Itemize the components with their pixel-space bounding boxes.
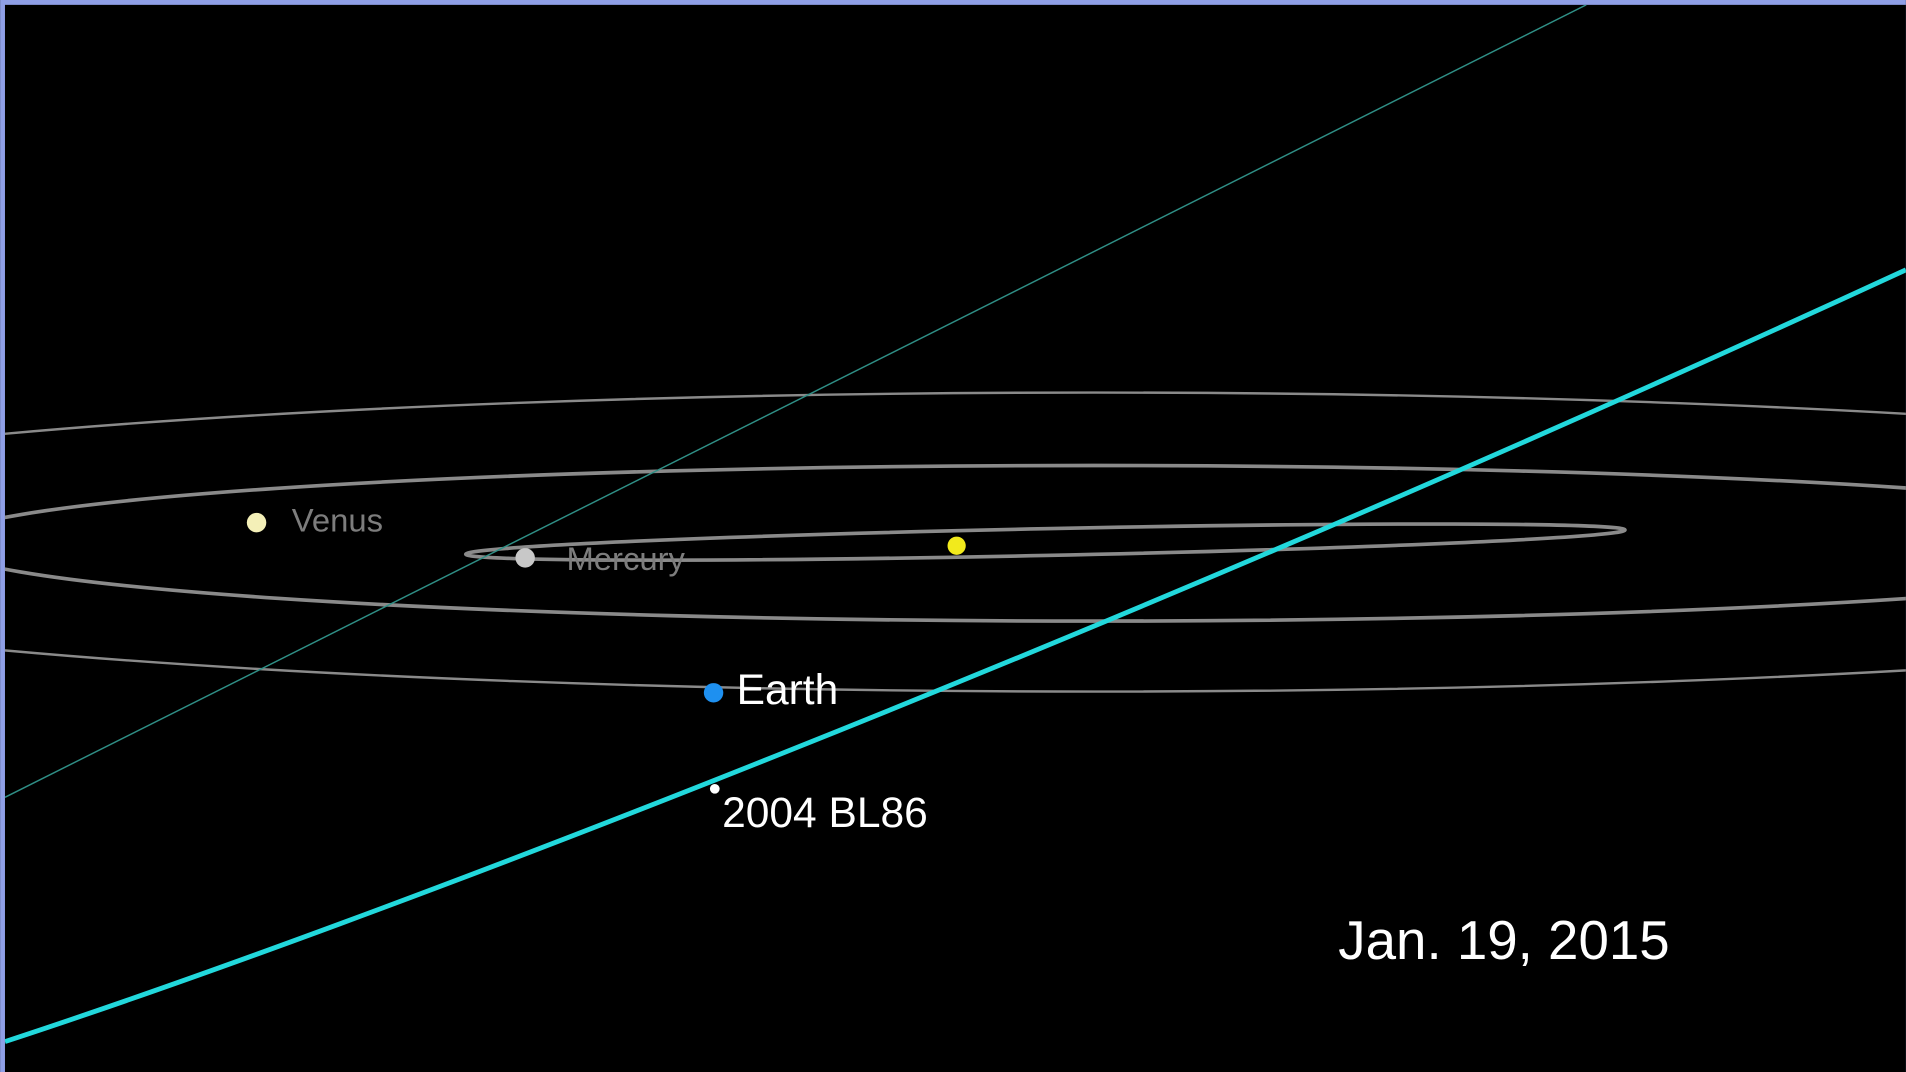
mercury-label: Mercury — [566, 540, 685, 577]
earth-label: Earth — [737, 666, 839, 714]
asteroid-dot — [710, 784, 720, 794]
mercury-dot — [515, 548, 534, 567]
page: Venus Mercury Earth 2004 BL86 Jan. 19, 2… — [0, 0, 1906, 1072]
venus-dot — [247, 513, 266, 532]
sun — [948, 537, 966, 555]
venus-label: Venus — [292, 501, 383, 538]
asteroid-label: 2004 BL86 — [722, 789, 928, 837]
date-label: Jan. 19, 2015 — [1338, 909, 1669, 971]
earth-dot — [704, 683, 723, 702]
orbit-diagram: Venus Mercury Earth 2004 BL86 Jan. 19, 2… — [0, 0, 1906, 1072]
